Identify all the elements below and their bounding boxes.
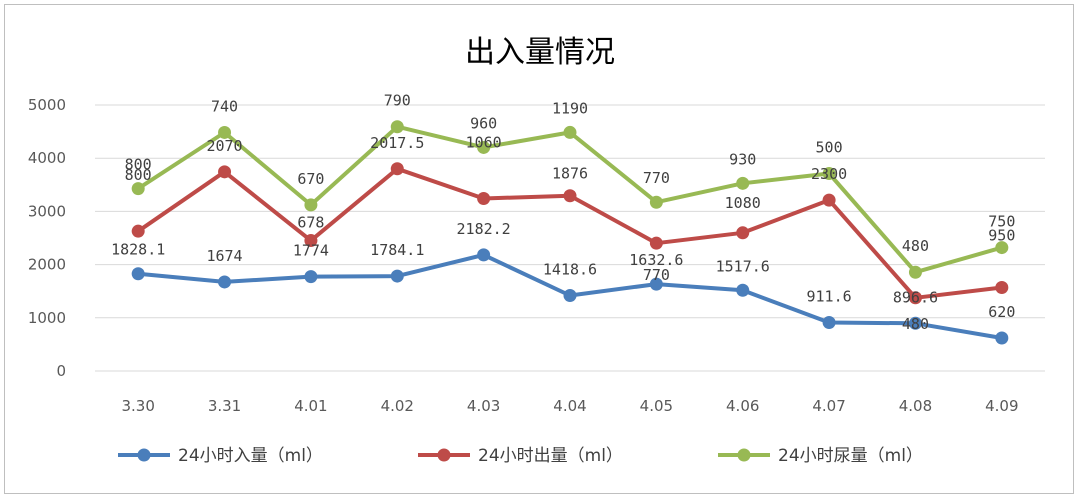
data-label: 770 [643, 169, 670, 187]
data-label: 1060 [466, 134, 502, 152]
data-point [304, 270, 318, 284]
y-tick-label: 3000 [28, 202, 66, 220]
data-label: 670 [297, 170, 324, 188]
x-tick-label: 4.07 [812, 397, 845, 415]
x-axis-ticks: 3.30 3.31 4.01 4.02 4.03 4.04 4.05 4.06 4.07 4.08… [121, 397, 1018, 415]
legend-marker [137, 448, 151, 462]
data-point [131, 224, 145, 238]
data-point [477, 248, 491, 262]
data-point [908, 291, 922, 305]
data-labels: 1828.1 1674 1774 1784.1 2182.2 1418.6 1632.6 15… [111, 92, 1015, 333]
series-group [131, 120, 1009, 345]
data-label: 950 [988, 226, 1015, 244]
data-label: 1632.6 [629, 251, 683, 269]
legend-label: 24小时出量（ml） [478, 446, 623, 466]
x-tick-label: 4.08 [899, 397, 932, 415]
chart-title: 出入量情况 [465, 35, 615, 70]
x-tick-label: 4.01 [294, 397, 327, 415]
data-point [131, 267, 145, 281]
data-label: 1876 [552, 165, 588, 183]
data-point [995, 241, 1009, 255]
data-label: 2182.2 [457, 220, 511, 238]
data-label: 740 [211, 97, 238, 115]
data-point [822, 167, 836, 181]
data-label: 750 [988, 213, 1015, 231]
data-point [736, 283, 750, 297]
data-point [649, 236, 663, 250]
data-label: 770 [643, 266, 670, 284]
x-tick-label: 4.02 [381, 397, 414, 415]
data-label: 1190 [552, 99, 588, 117]
data-label: 500 [816, 139, 843, 157]
data-point [736, 176, 750, 190]
y-tick-label: 0 [56, 362, 66, 380]
data-label: 930 [729, 150, 756, 168]
x-tick-label: 4.03 [467, 397, 500, 415]
data-label: 620 [988, 303, 1015, 321]
data-label: 1828.1 [111, 241, 165, 259]
data-point [563, 125, 577, 139]
data-point [736, 226, 750, 240]
x-tick-label: 3.31 [208, 397, 241, 415]
data-point [563, 289, 577, 303]
y-tick-label: 1000 [28, 309, 66, 327]
x-tick-label: 4.04 [553, 397, 586, 415]
data-label: 1674 [206, 247, 242, 265]
x-tick-label: 4.09 [985, 397, 1018, 415]
legend-label: 24小时尿量（ml） [778, 446, 923, 466]
data-point [390, 269, 404, 283]
data-point [649, 195, 663, 209]
data-point [218, 275, 232, 289]
data-point [218, 125, 232, 139]
y-tick-label: 5000 [28, 96, 66, 114]
data-label: 960 [470, 114, 497, 132]
data-label: 1080 [725, 194, 761, 212]
data-label: 800 [125, 156, 152, 174]
data-label: 1774 [293, 242, 329, 260]
data-point [563, 189, 577, 203]
legend-marker [437, 448, 451, 462]
x-tick-label: 4.05 [640, 397, 673, 415]
data-point [822, 316, 836, 330]
data-point [218, 165, 232, 179]
x-tick-label: 4.06 [726, 397, 759, 415]
data-point [822, 193, 836, 207]
y-tick-label: 2000 [28, 256, 66, 274]
y-axis-ticks: 0 1000 2000 3000 4000 5000 [28, 96, 66, 380]
data-point [649, 277, 663, 291]
x-tick-label: 3.30 [121, 397, 154, 415]
data-label: 2070 [206, 137, 242, 155]
data-label: 1784.1 [370, 241, 424, 259]
data-point [390, 162, 404, 176]
data-point [304, 234, 318, 248]
y-tick-label: 4000 [28, 149, 66, 167]
data-point [477, 192, 491, 206]
data-label: 1418.6 [543, 261, 597, 279]
data-label: 2017.5 [370, 134, 424, 152]
data-point [995, 280, 1009, 294]
data-label: 678 [297, 214, 324, 232]
data-point [908, 265, 922, 279]
legend: 24小时入量（ml） 24小时出量（ml） 24小时尿量（ml） [118, 446, 923, 466]
data-point [995, 331, 1009, 345]
data-label: 800 [125, 166, 152, 184]
data-label: 896.6 [893, 288, 938, 306]
data-point [131, 182, 145, 196]
data-point [477, 140, 491, 154]
data-label: 480 [902, 315, 929, 333]
legend-marker [737, 448, 751, 462]
data-label: 790 [384, 92, 411, 110]
data-point [390, 120, 404, 134]
data-label: 911.6 [807, 288, 852, 306]
legend-label: 24小时入量（ml） [178, 446, 323, 466]
data-label: 1517.6 [716, 257, 770, 275]
data-label: 480 [902, 237, 929, 255]
data-point [304, 198, 318, 212]
data-point [908, 316, 922, 330]
data-label: 2300 [811, 165, 847, 183]
